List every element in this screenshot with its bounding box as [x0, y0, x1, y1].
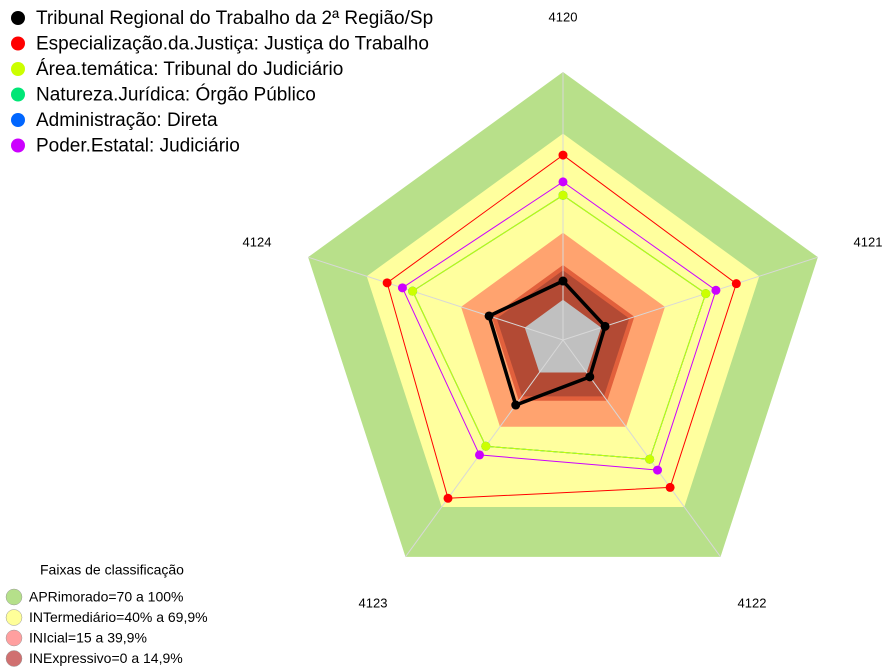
data-point: [558, 190, 568, 200]
band-label: APRimorado=70 a 100%: [29, 589, 184, 605]
data-point: [731, 279, 741, 289]
data-point: [701, 289, 711, 299]
data-point: [558, 150, 568, 160]
legend-marker: [11, 113, 25, 127]
legend-marker: [11, 11, 25, 25]
series-line: [486, 278, 608, 408]
data-point: [475, 450, 485, 460]
spoke: [307, 256, 564, 341]
band-marker: [5, 588, 23, 606]
data-point: [653, 465, 663, 475]
data-point: [408, 286, 418, 296]
axis-label: 4124: [243, 234, 272, 249]
series-line: [386, 154, 737, 499]
legend-label: Tribunal Regional do Trabalho da 2ª Regi…: [36, 8, 433, 29]
data-point: [511, 400, 521, 410]
data-point: [665, 482, 675, 492]
axis-label: 4120: [549, 9, 578, 24]
axis-label: 4121: [854, 234, 883, 249]
data-point: [645, 454, 655, 464]
band-label: INIcial=15 a 39,9%: [29, 630, 147, 646]
data-point: [558, 177, 568, 187]
data-point: [585, 372, 595, 382]
bands-title: Faixas de classificação: [40, 562, 184, 578]
legend-marker: [11, 138, 25, 153]
data-point: [382, 278, 392, 288]
band-label: INExpressivo=0 a 14,9%: [29, 650, 183, 666]
band-label: INTermediário=40% a 69,9%: [29, 609, 208, 625]
band-marker: [5, 650, 23, 667]
legend-label: Especialização.da.Justiça: Justiça do Tr…: [36, 34, 429, 55]
legend-label: Área.temática: Tribunal do Judiciário: [36, 59, 343, 80]
axis-label: 4122: [738, 595, 767, 610]
data-point: [558, 276, 568, 286]
data-point: [443, 493, 453, 503]
axis-label: 4123: [359, 595, 388, 610]
legend-label: Administração: Direta: [36, 110, 218, 131]
data-point: [481, 441, 491, 451]
legend-label: Natureza.Jurídica: Órgão Público: [36, 84, 316, 106]
legend-marker: [11, 62, 25, 76]
band-marker: [5, 609, 23, 626]
data-point: [484, 311, 494, 321]
series-line: [401, 181, 717, 471]
data-point: [397, 283, 407, 293]
band-marker: [5, 629, 23, 647]
data-point: [711, 285, 721, 295]
legend-label: Poder.Estatal: Judiciário: [36, 136, 240, 157]
legend-marker: [11, 36, 25, 51]
legend-marker: [11, 87, 25, 102]
data-point: [600, 321, 610, 331]
series-line: [411, 194, 707, 460]
